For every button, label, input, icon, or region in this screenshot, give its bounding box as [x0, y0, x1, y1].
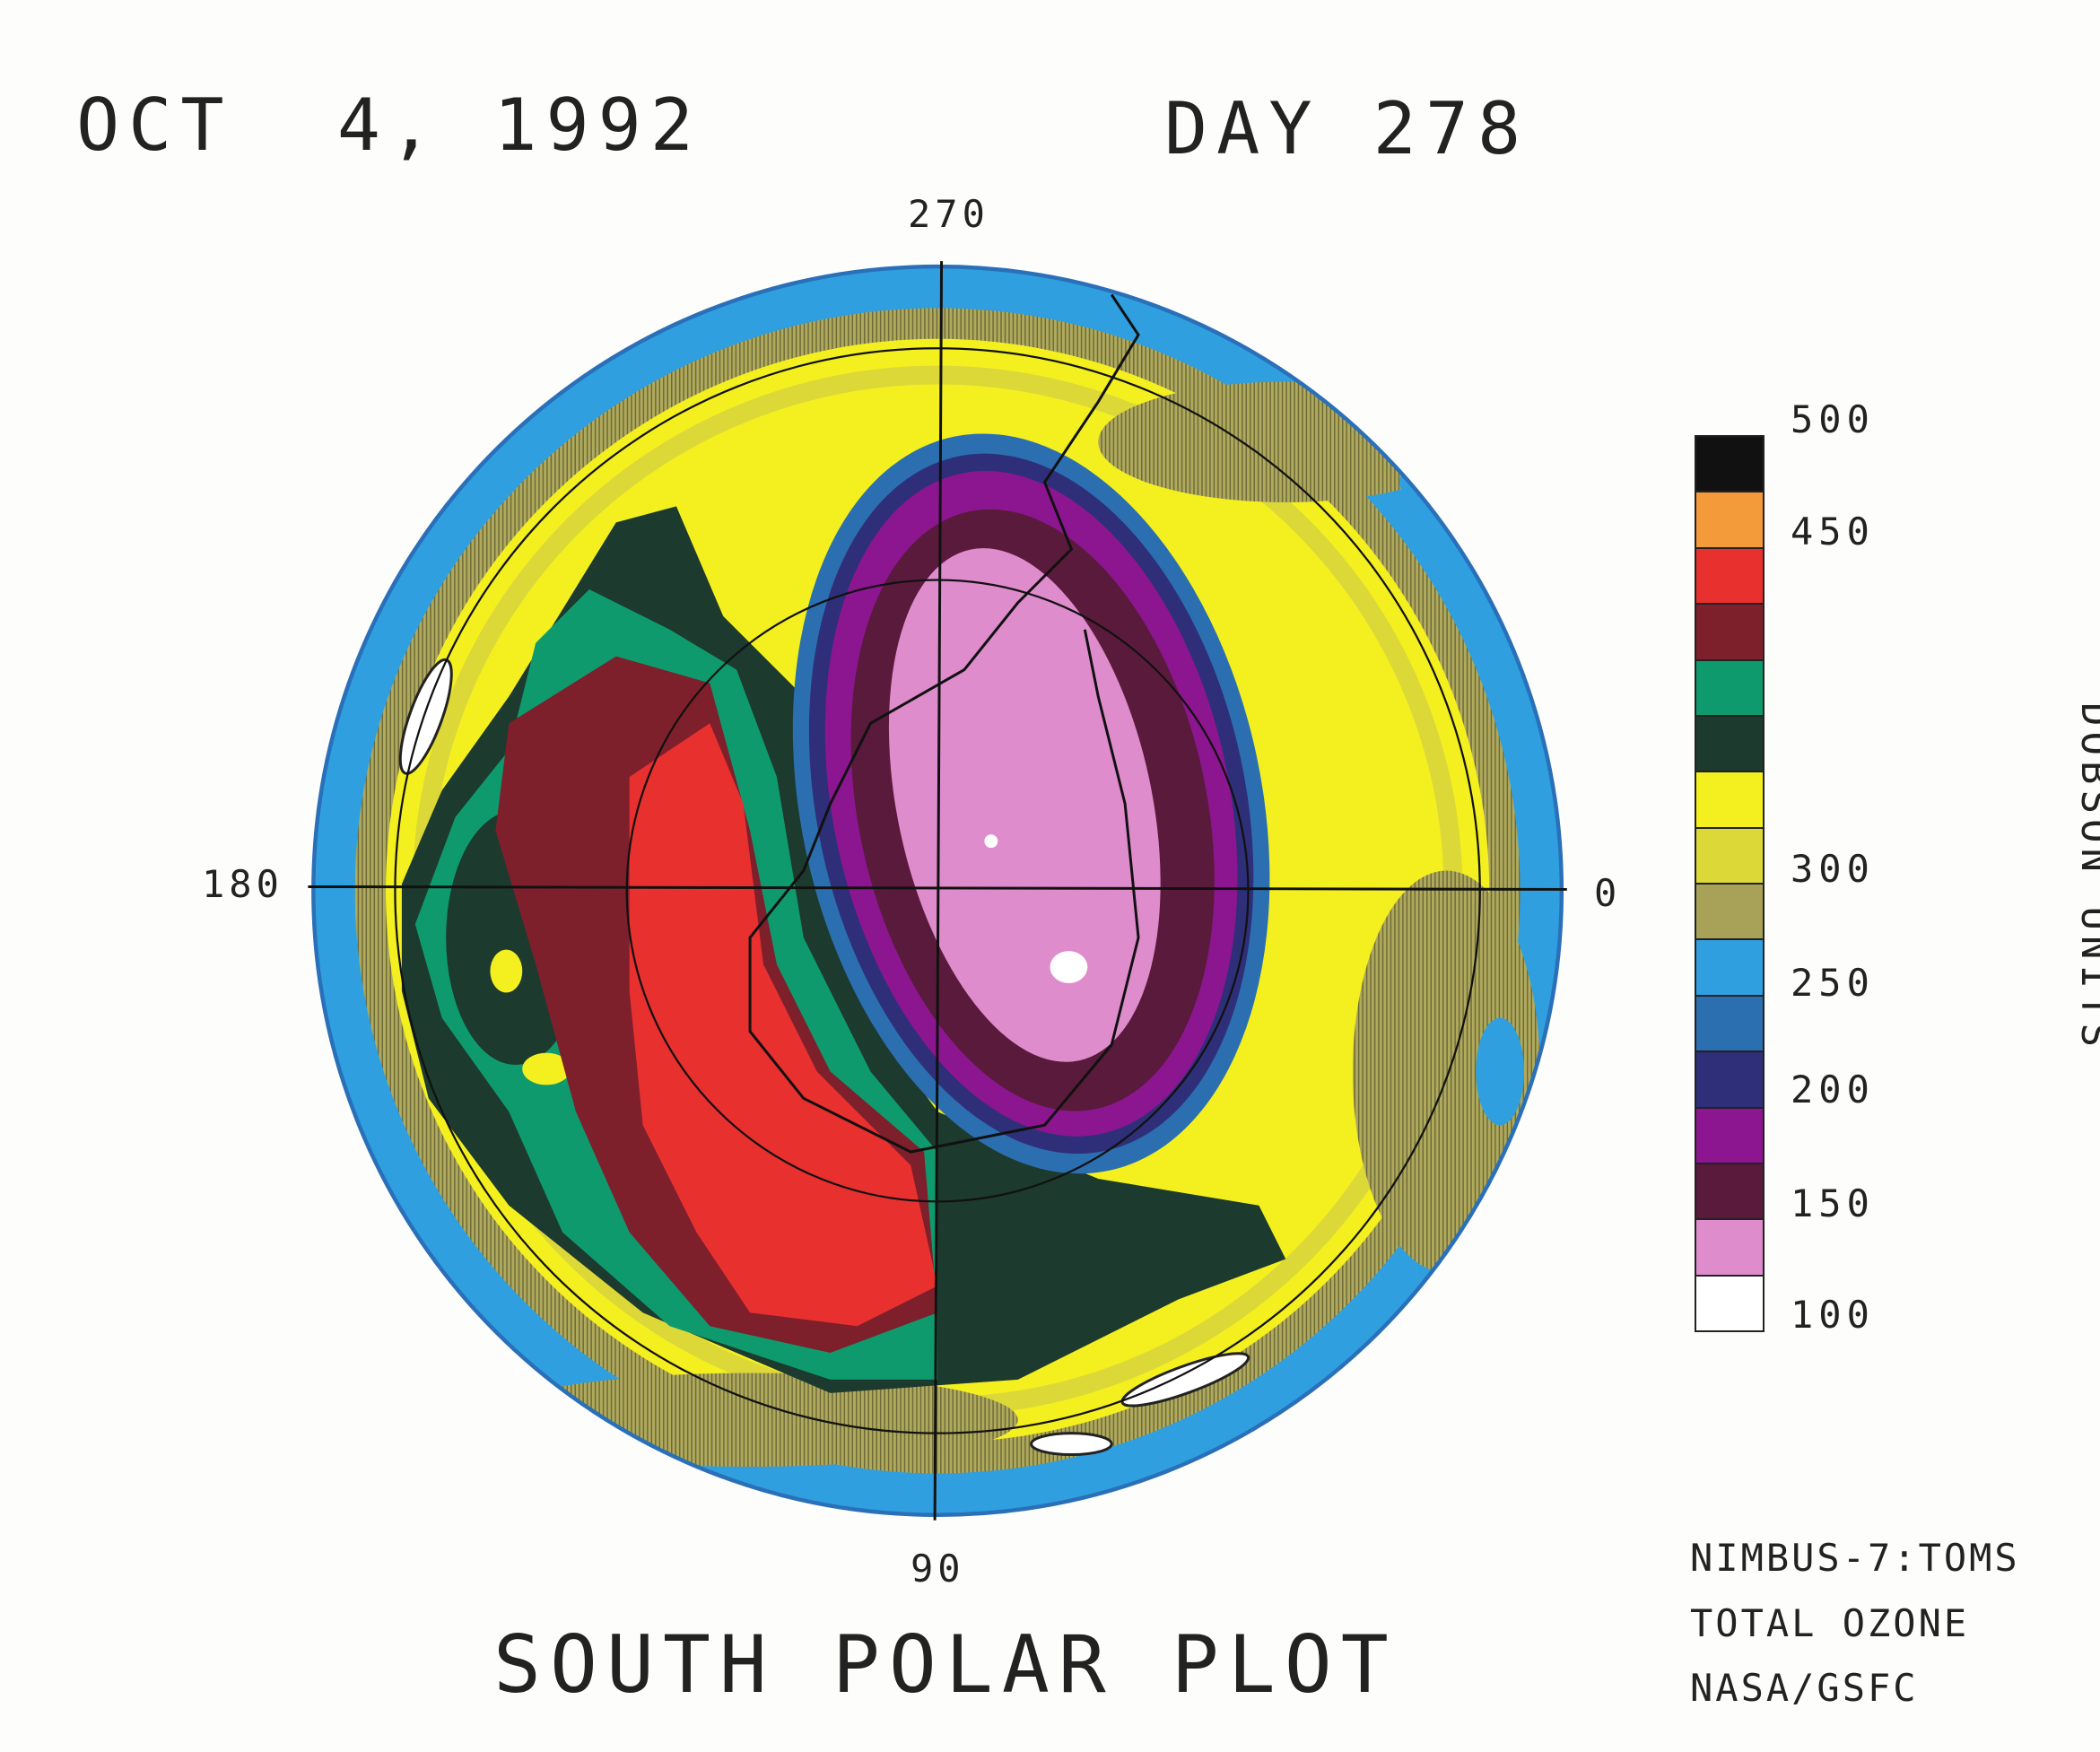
- colorbar-swatch-100-125: [1696, 1276, 1763, 1330]
- day-label: DAY 278: [1164, 87, 1530, 170]
- colorbar-tick-label: 450: [1791, 510, 1875, 553]
- colorbar-tick-label: 100: [1791, 1293, 1875, 1337]
- colorbar-tick-label: 200: [1791, 1068, 1875, 1111]
- region-275-300-patch: [1098, 381, 1474, 502]
- colorbar-swatch-225-250: [1696, 996, 1763, 1053]
- colorbar: [1695, 435, 1765, 1332]
- region-100-125-spot: [1050, 951, 1088, 983]
- region-250-275-patch: [1476, 1017, 1525, 1126]
- colorbar-swatch-400-425: [1696, 605, 1763, 661]
- no-data-patch: [1120, 1352, 1250, 1408]
- credit-line: NIMBUS-7:TOMS: [1690, 1536, 2020, 1580]
- colorbar-swatch-425-450: [1696, 548, 1763, 606]
- region-275-300-patch: [482, 1373, 1018, 1467]
- colorbar-tick-label: 500: [1791, 397, 1875, 441]
- colorbar-swatch-475-500: [1696, 437, 1763, 493]
- latitude-circle-outer: [394, 347, 1481, 1434]
- colorbar-swatch-200-225: [1696, 1052, 1763, 1109]
- colorbar-swatch-150-175: [1696, 1164, 1763, 1221]
- longitude-label-270: 270: [908, 192, 989, 236]
- colorbar-swatch-450-475: [1696, 492, 1763, 549]
- region-325-350-spot: [490, 949, 523, 993]
- colorbar-swatch-275-300: [1696, 885, 1763, 941]
- date-label: OCT 4, 1992: [76, 83, 702, 167]
- region-100-125-spot: [984, 834, 998, 849]
- colorbar-swatch-325-350: [1696, 772, 1763, 829]
- colorbar-swatch-175-200: [1696, 1108, 1763, 1164]
- credit-line: NASA/GSFC: [1690, 1666, 1919, 1710]
- map-border: [311, 264, 1564, 1517]
- no-data-patch: [1030, 1432, 1113, 1457]
- colorbar-tick-label: 150: [1791, 1181, 1875, 1225]
- meridian-horizontal: [308, 885, 1567, 891]
- longitude-label-0: 0: [1594, 871, 1617, 915]
- longitude-label-180: 180: [202, 862, 283, 906]
- meridian-vertical: [933, 261, 944, 1521]
- longitude-label-90: 90: [911, 1547, 965, 1591]
- region-125-150: [888, 548, 1161, 1062]
- colorbar-swatch-250-275: [1696, 940, 1763, 997]
- colorbar-units-label: DOBSON UNITS: [2071, 702, 2100, 1052]
- region-325-350-spot: [522, 1052, 571, 1085]
- colorbar-tick-label: 300: [1791, 847, 1875, 891]
- colorbar-swatch-300-325: [1696, 828, 1763, 885]
- plot-title: SOUTH POLAR PLOT: [493, 1618, 1398, 1711]
- region-425-450: [629, 723, 938, 1327]
- colorbar-tick-label: 250: [1791, 961, 1875, 1005]
- colorbar-swatch-125-150: [1696, 1220, 1763, 1277]
- credit-line: TOTAL OZONE: [1690, 1601, 1970, 1645]
- coastline: [748, 293, 1140, 1154]
- colorbar-swatch-375-400: [1696, 660, 1763, 717]
- colorbar-swatch-350-375: [1696, 716, 1763, 773]
